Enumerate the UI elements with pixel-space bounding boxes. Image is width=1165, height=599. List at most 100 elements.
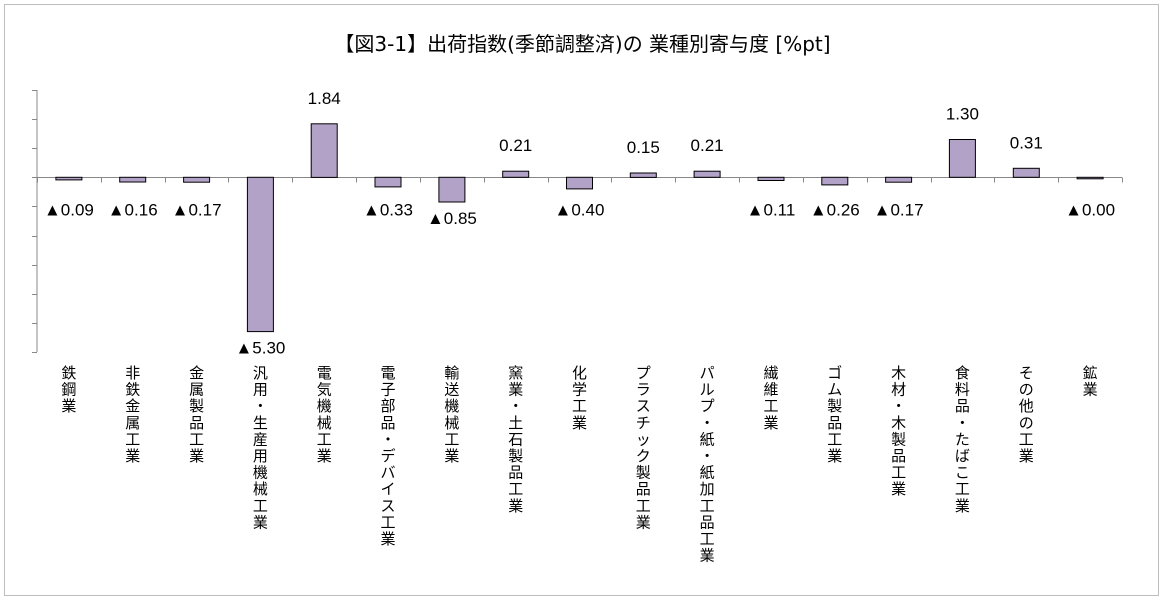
category-char: 工 — [891, 464, 906, 482]
category-char: の — [1019, 414, 1034, 432]
bar — [502, 170, 530, 178]
category-char: 生 — [253, 414, 268, 432]
data-label: ▲5.30 — [235, 339, 285, 358]
data-label: ▲0.26 — [810, 200, 860, 219]
data-label: ▲0.16 — [108, 200, 158, 219]
bar — [885, 176, 913, 183]
category-char: ゴ — [827, 364, 842, 382]
category-char: 土 — [508, 414, 523, 432]
category-char: 業 — [189, 447, 204, 465]
category-char: 業 — [572, 414, 587, 432]
category-char: 工 — [125, 430, 140, 448]
category-char: バ — [380, 464, 395, 482]
category-char: ッ — [636, 430, 651, 448]
category-char: 輸 — [444, 364, 459, 382]
category-char: 業 — [125, 447, 140, 465]
chart-title: 【図3-1】出荷指数(季節調整済)の 業種別寄与度 [%pt] — [334, 32, 831, 56]
category-char: 業 — [444, 447, 459, 465]
data-label: 0.31 — [1010, 133, 1043, 152]
data-label: ▲0.00 — [1065, 200, 1115, 219]
category-label: 鉄鋼業 — [61, 364, 76, 415]
category-char: 機 — [317, 397, 332, 415]
bar — [629, 172, 657, 178]
category-char: ス — [380, 497, 395, 515]
category-char: 業 — [763, 414, 778, 432]
category-char: 械 — [253, 480, 268, 498]
data-label: ▲0.85 — [427, 209, 477, 228]
category-char: ・ — [700, 414, 715, 432]
category-label: 鉱業 — [1083, 364, 1098, 399]
category-char: 品 — [189, 414, 204, 432]
category-char: 工 — [253, 497, 268, 515]
category-char: そ — [1019, 364, 1034, 382]
category-char: 鉱 — [1083, 364, 1098, 382]
category-char: 品 — [636, 480, 651, 498]
category-char: プ — [700, 397, 715, 415]
category-char: 機 — [253, 464, 268, 482]
data-label: 1.30 — [946, 105, 979, 124]
category-char: 加 — [700, 480, 715, 498]
category-char: 繊 — [763, 364, 778, 382]
category-char: 業 — [380, 530, 395, 548]
bar — [438, 176, 466, 203]
category-char: 送 — [444, 381, 459, 399]
category-char: デ — [380, 447, 395, 465]
category-char: ク — [636, 447, 651, 465]
data-label: ▲0.11 — [747, 200, 796, 219]
category-char: 工 — [827, 430, 842, 448]
category-char: 工 — [508, 480, 523, 498]
axis-layer — [32, 90, 1123, 353]
category-char: 業 — [827, 447, 842, 465]
category-char: 非 — [125, 364, 140, 382]
bar — [757, 176, 785, 182]
data-label: ▲0.40 — [555, 200, 605, 219]
category-char: 電 — [317, 364, 332, 382]
category-char: 鉄 — [125, 381, 140, 399]
data-label: ▲0.17 — [172, 200, 222, 219]
category-char: 学 — [572, 381, 587, 399]
category-char: 工 — [189, 430, 204, 448]
category-char: 窯 — [508, 364, 523, 382]
category-char: 製 — [189, 397, 204, 415]
category-char: ス — [636, 397, 651, 415]
category-char: 属 — [189, 381, 204, 399]
bar — [821, 176, 849, 186]
data-label: ▲0.17 — [874, 200, 924, 219]
category-char: 機 — [444, 397, 459, 415]
bar — [310, 123, 338, 178]
category-char: 金 — [125, 397, 140, 415]
category-char: イ — [380, 480, 395, 498]
category-char: 化 — [572, 364, 587, 382]
category-char: ・ — [955, 414, 970, 432]
category-char: 業 — [636, 513, 651, 531]
category-char: 気 — [317, 381, 332, 399]
category-char: ・ — [891, 397, 906, 415]
category-char: 工 — [1019, 430, 1034, 448]
data-label: 0.21 — [499, 136, 532, 155]
category-char: 材 — [891, 381, 906, 399]
category-char: 品 — [380, 414, 395, 432]
category-char: 鋼 — [61, 381, 76, 399]
category-char: 用 — [253, 381, 268, 399]
category-char: 工 — [444, 430, 459, 448]
category-char: ラ — [636, 381, 651, 399]
category-char: 属 — [125, 414, 140, 432]
category-char: ・ — [508, 397, 523, 415]
category-char: 工 — [955, 480, 970, 498]
category-char: 製 — [891, 430, 906, 448]
category-char: 品 — [508, 464, 523, 482]
category-char: 業 — [253, 513, 268, 531]
category-char: 械 — [317, 414, 332, 432]
category-char: 工 — [700, 530, 715, 548]
category-char: 部 — [380, 397, 395, 415]
bar — [1076, 176, 1104, 180]
category-char: 金 — [189, 364, 204, 382]
